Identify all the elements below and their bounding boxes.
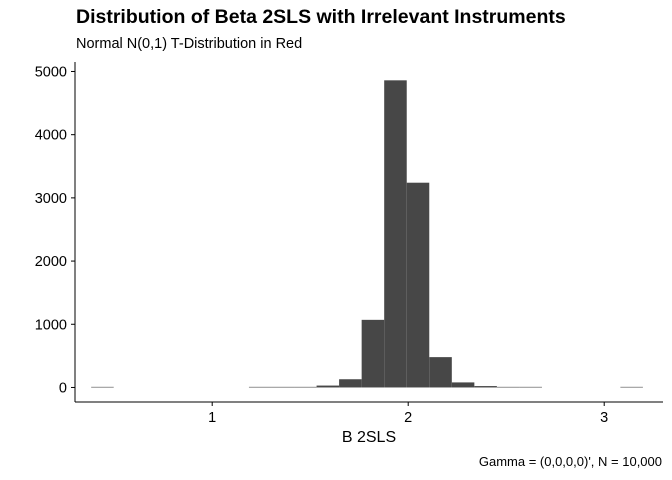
chart-title: Distribution of Beta 2SLS with Irrelevan… <box>76 6 566 28</box>
y-tick-label: 2000 <box>35 254 67 270</box>
y-axis-ticks: 0 1000 2000 3000 4000 5000 <box>35 64 75 396</box>
histogram-bar <box>294 386 317 388</box>
histogram-bar <box>519 386 542 388</box>
y-tick-label: 3000 <box>35 191 67 207</box>
y-tick-label: 0 <box>59 380 67 396</box>
chart-subtitle: Normal N(0,1) T-Distribution in Red <box>76 36 303 52</box>
histogram-bar <box>384 80 407 388</box>
histogram-bar <box>496 386 520 388</box>
histogram-bar <box>339 379 362 388</box>
histogram-bar <box>451 382 475 388</box>
x-tick-label: 2 <box>404 410 412 426</box>
histogram-bar <box>474 386 497 388</box>
x-tick-label: 1 <box>208 410 216 426</box>
histogram-bar <box>620 386 643 388</box>
x-axis-title: B 2SLS <box>342 429 396 446</box>
histogram-bars <box>91 80 643 388</box>
x-axis-ticks: 1 2 3 <box>208 402 608 426</box>
histogram-bar <box>429 357 452 388</box>
histogram-bar <box>316 385 340 388</box>
histogram-bar <box>91 386 114 388</box>
chart-caption: Gamma = (0,0,0,0)', N = 10,000 <box>478 454 662 469</box>
y-tick-label: 5000 <box>35 64 67 80</box>
histogram-bar <box>406 182 430 388</box>
histogram-bar <box>248 386 272 388</box>
x-tick-label: 3 <box>600 410 608 426</box>
y-tick-label: 4000 <box>35 128 67 144</box>
histogram-bar <box>361 319 385 388</box>
y-tick-label: 1000 <box>35 317 67 333</box>
histogram-bar <box>271 386 295 388</box>
